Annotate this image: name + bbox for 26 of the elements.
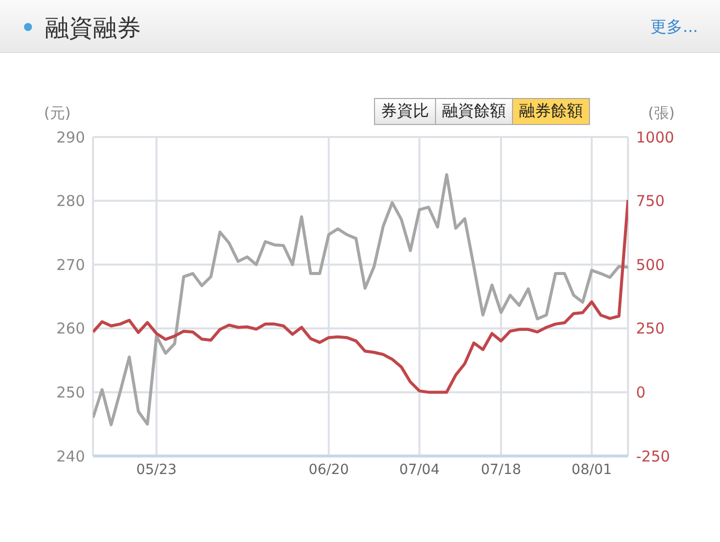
x-tick-label: 07/04 [399,462,440,478]
line-series [93,173,628,426]
y2-tick-label: 0 [636,384,646,402]
y-tick-label: 290 [56,128,85,146]
line-series [93,198,628,394]
text: 券資比 [374,98,436,125]
y2-tick-label: 1000 [636,128,674,146]
x-tick-label: 07/18 [480,462,522,478]
y2-tick-label: 500 [636,256,665,274]
y-tick-label: 280 [56,192,85,210]
y-tick-label: 240 [56,447,85,466]
text: 更多... [650,17,698,38]
text: 融資餘額 [436,98,513,125]
x-tick-label: 05/23 [136,462,177,478]
y2-tick-label: -250 [636,447,670,466]
text: 融券餘額 [513,98,590,125]
y-tick-label: 270 [56,256,85,274]
x-tick-label: 06/20 [308,462,349,478]
y2-tick-label: 250 [636,320,665,338]
y-tick-label: 250 [56,384,85,402]
y2-axis-title: (張) [648,104,675,123]
y-axis-title: (元) [44,104,71,123]
x-tick-label: 08/01 [572,462,612,478]
y-tick-label: 260 [56,320,85,338]
chart-title: 融資融券 [45,13,141,44]
y2-tick-label: 750 [636,192,665,210]
